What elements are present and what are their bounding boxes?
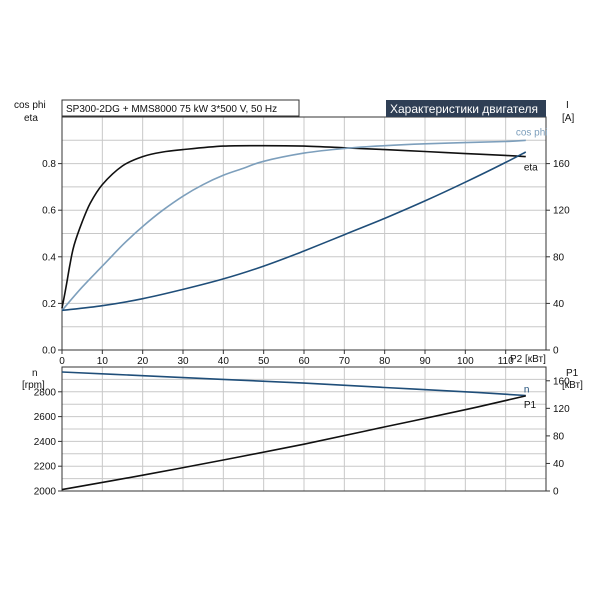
x-tick-label: 10 [97, 356, 109, 367]
bottom-left-tick-label: 2800 [34, 387, 57, 398]
top-right-tick-label: 80 [553, 252, 565, 263]
bottom-left-tick-label: 2000 [34, 487, 57, 498]
bottom-series-n-label: n [524, 385, 530, 396]
pump-label-box [61, 99, 300, 117]
pump-label: SP300-2DG + MMS8000 75 kW 3*500 V, 50 Hz [66, 104, 277, 115]
bottom-right-axis-title-line1: P1 [566, 368, 579, 379]
bottom-plot-frame [61, 366, 547, 492]
x-tick-label: 100 [457, 356, 474, 367]
x-tick-label: 0 [59, 356, 65, 367]
top-left-tick-label: 0.4 [42, 252, 56, 263]
title-box [386, 100, 546, 117]
bottom-series-group: n P1 [61, 371, 537, 491]
bottom-left-axis-title-line2: [rpm] [22, 380, 45, 391]
bottom-chart-panel: n P1 2000 2200 2400 2600 2800 0 40 80 120 160 n [r… [22, 366, 583, 498]
top-x-axis-title: P2 [кВт] [510, 354, 546, 365]
bottom-left-tick-label: 2400 [34, 437, 57, 448]
bottom-right-tick-label: 80 [553, 431, 565, 442]
x-tick-label: 80 [379, 356, 391, 367]
chart-title: Характеристики двигателя [390, 102, 538, 116]
top-series-group: eta cos phi [61, 127, 548, 312]
top-left-tick-label: 0.6 [42, 206, 56, 217]
top-left-axis-title-line1: cos phi [14, 100, 46, 111]
top-left-tick-label: 0.8 [42, 159, 56, 170]
bottom-ticks: 2000 2200 2400 2600 2800 0 40 80 120 160 [34, 376, 570, 497]
x-tick-label: 60 [298, 356, 310, 367]
top-series-eta-line [61, 144, 526, 309]
top-right-axis-title-line1: I [566, 100, 569, 111]
bottom-left-axis-title-line1: n [32, 368, 38, 379]
x-tick-label: 110 [498, 356, 514, 367]
bottom-series-p1-label: P1 [524, 400, 537, 411]
x-tick-label: 50 [258, 356, 270, 367]
top-series-cos-phi-label: cos phi [516, 127, 548, 138]
x-tick-label: 90 [419, 356, 431, 367]
bottom-left-tick-label: 2200 [34, 462, 57, 473]
x-tick-label: 70 [339, 356, 351, 367]
top-right-tick-label: 0 [553, 346, 559, 357]
top-series-eta-label: eta [524, 163, 538, 174]
top-chart-panel: eta cos phi 0.0 0.2 0.4 0.6 0.8 0 40 80 120 160 0 10… [14, 99, 574, 367]
bottom-right-tick-label: 40 [553, 459, 565, 470]
x-tick-label: 40 [218, 356, 230, 367]
top-left-tick-label: 0.0 [42, 346, 56, 357]
top-right-tick-label: 120 [553, 206, 570, 217]
top-series-i-line [61, 151, 527, 312]
x-tick-label: 30 [177, 356, 189, 367]
top-left-tick-label: 0.2 [42, 299, 56, 310]
bottom-right-axis-title-line2: [кВт] [562, 380, 583, 391]
bottom-left-tick-label: 2600 [34, 412, 57, 423]
top-left-axis-title-line2: eta [24, 113, 38, 124]
bottom-series-n-line [61, 371, 526, 397]
top-ticks: 0.0 0.2 0.4 0.6 0.8 0 40 80 120 160 0 10 20 30 40 50 60 7… [42, 159, 570, 367]
top-series-cos-phi-line [61, 139, 526, 311]
top-right-tick-label: 40 [553, 299, 565, 310]
top-right-tick-label: 160 [553, 159, 570, 170]
bottom-right-tick-label: 120 [553, 404, 570, 415]
x-tick-label: 20 [137, 356, 149, 367]
bottom-right-tick-label: 0 [553, 487, 559, 498]
bottom-right-tick-label: 160 [553, 376, 570, 387]
bottom-series-p1-line [61, 395, 526, 491]
top-right-axis-title-line2: [A] [562, 113, 574, 124]
